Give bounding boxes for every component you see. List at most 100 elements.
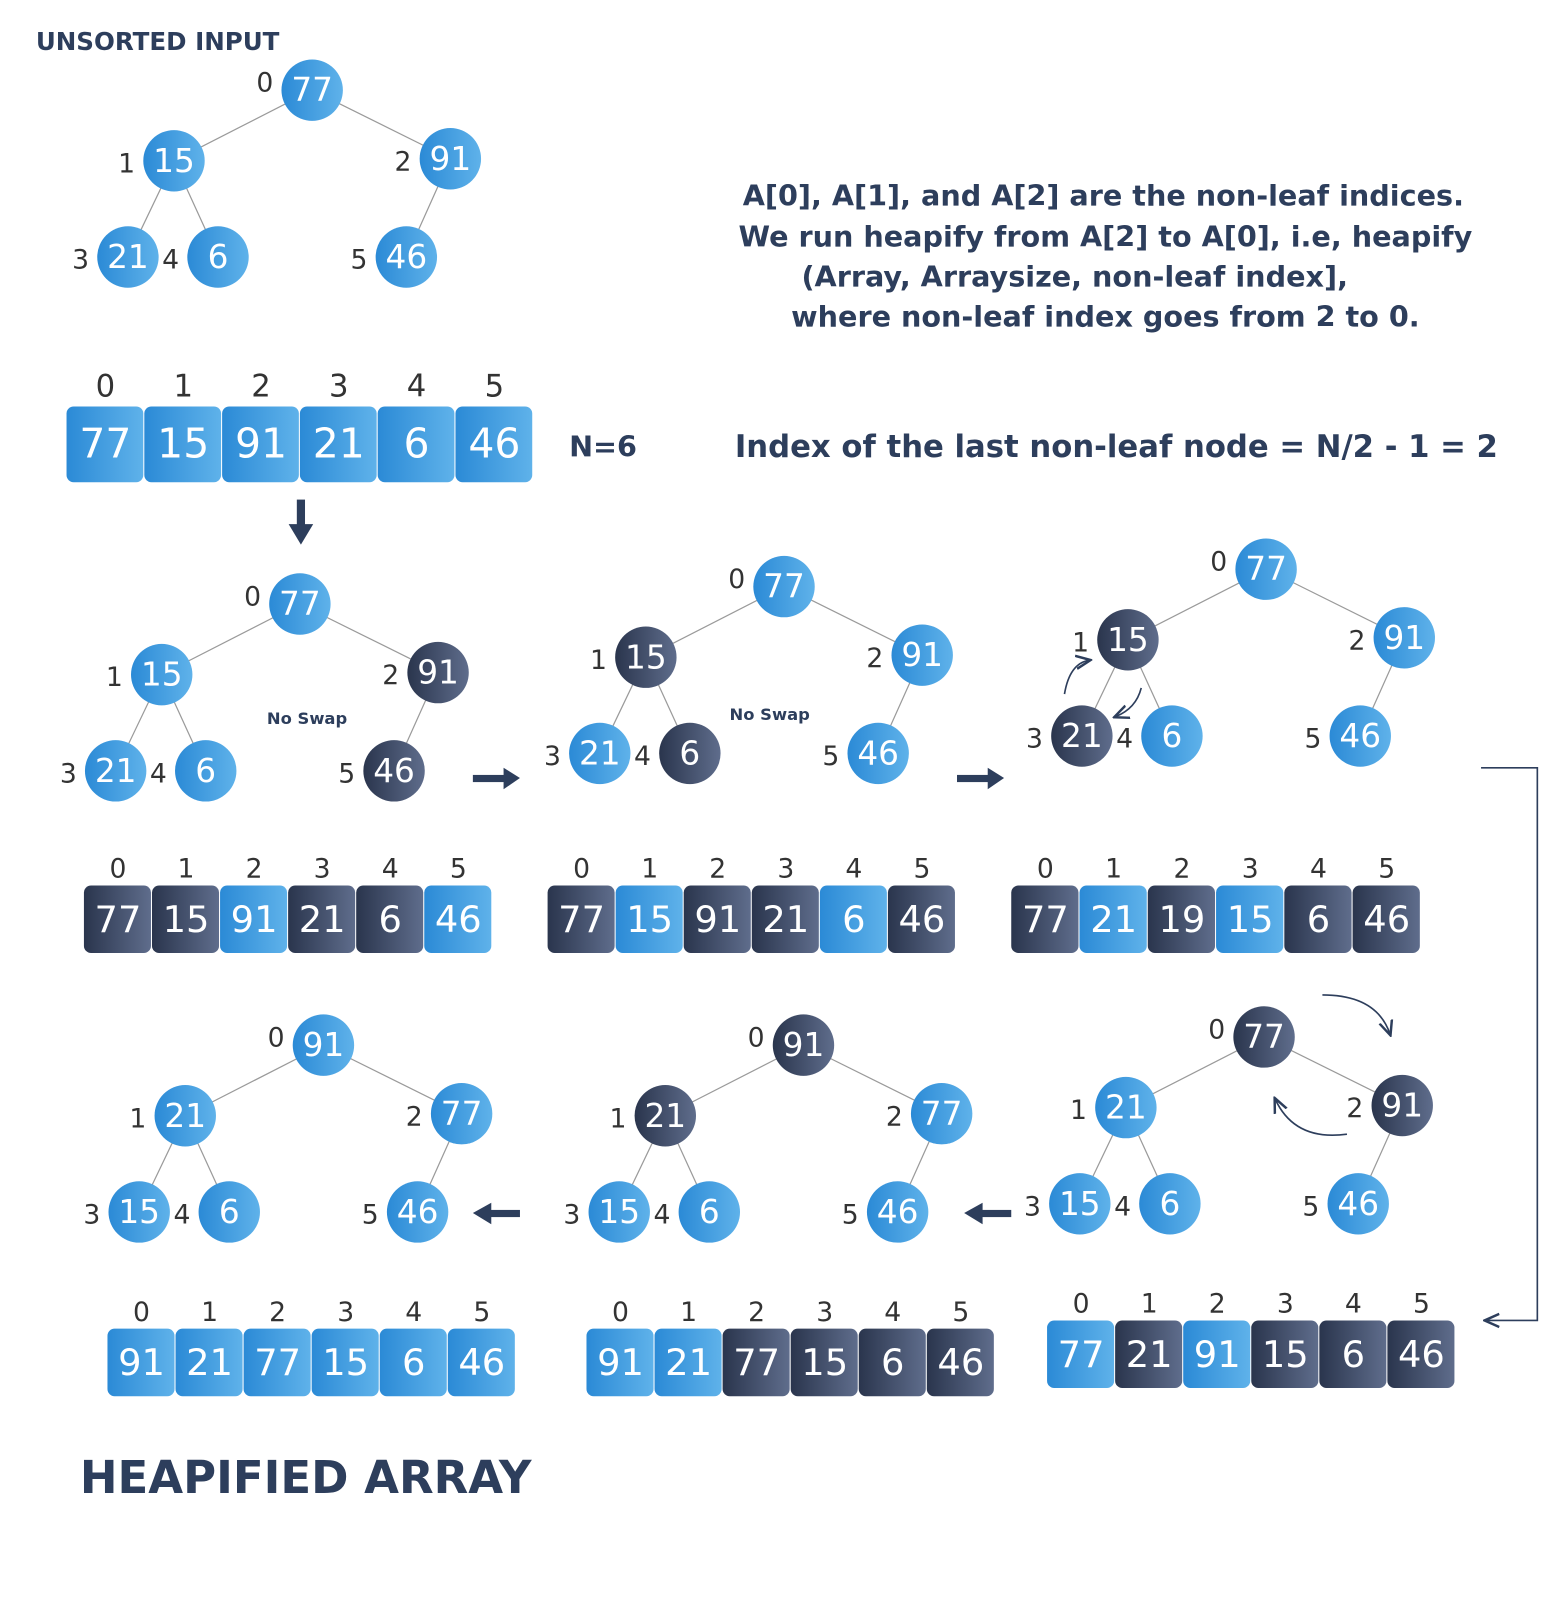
footer-title: HEAPIFIED ARRAY <box>80 1451 533 1504</box>
array-cell <box>722 1328 790 1397</box>
cell-value: 77 <box>558 898 605 941</box>
cell-index: 0 <box>612 1297 629 1328</box>
node-index: 5 <box>1304 724 1321 755</box>
node-index: 0 <box>748 1022 765 1053</box>
node-index: 3 <box>60 758 77 789</box>
cell-index: 5 <box>1413 1289 1430 1320</box>
cell-value: 77 <box>733 1341 780 1384</box>
cell-index: 0 <box>133 1297 150 1328</box>
array-cell <box>356 885 424 954</box>
array-cell <box>175 1328 243 1397</box>
node-index: 1 <box>590 645 607 676</box>
node-index: 5 <box>351 245 368 276</box>
node-index: 2 <box>1348 625 1365 656</box>
tree-node <box>588 1181 650 1243</box>
node-index: 2 <box>866 643 883 674</box>
tree-node <box>910 1083 973 1145</box>
array-cell <box>377 406 455 483</box>
cell-value: 6 <box>404 419 430 467</box>
cell-index: 4 <box>1310 854 1327 885</box>
cell-index: 1 <box>680 1297 697 1328</box>
tree-node <box>847 722 909 785</box>
node-value: 6 <box>208 238 229 276</box>
node-value: 91 <box>783 1026 825 1064</box>
array-cell <box>66 406 144 483</box>
tree-node <box>1371 1074 1433 1137</box>
tree-node <box>187 226 249 288</box>
node-index: 0 <box>256 68 273 99</box>
cell-value: 91 <box>694 898 741 941</box>
tree-node <box>866 1181 929 1243</box>
swap-arrow <box>1275 1099 1348 1136</box>
swap-arrow <box>1063 660 1089 695</box>
node-index: 4 <box>162 245 179 276</box>
node-value: 91 <box>901 636 943 674</box>
cell-index: 4 <box>845 854 862 885</box>
node-value: 77 <box>291 71 333 109</box>
node-value: 91 <box>1381 1087 1423 1125</box>
node-index: 5 <box>1302 1191 1319 1222</box>
cell-value: 46 <box>899 898 946 941</box>
tree-node <box>1049 1173 1111 1235</box>
tree-node <box>615 626 677 688</box>
cell-value: 15 <box>322 1341 369 1384</box>
node-value: 77 <box>279 585 321 623</box>
array-cell <box>1284 885 1352 954</box>
array-cell <box>222 406 299 483</box>
cell-index: 5 <box>1378 854 1395 885</box>
tree-node <box>659 722 721 785</box>
last-nonleaf-label: Index of the last non-leaf node = N/2 - … <box>735 430 1498 465</box>
node-value: 6 <box>195 752 216 790</box>
cell-value: 6 <box>379 898 402 941</box>
cell-value: 15 <box>1227 898 1274 941</box>
node-index: 4 <box>150 758 167 789</box>
tree-node <box>1141 705 1203 767</box>
swap-arrow <box>1322 994 1390 1034</box>
node-index: 2 <box>406 1101 423 1132</box>
cell-value: 6 <box>881 1341 904 1384</box>
node-index: 5 <box>842 1200 859 1231</box>
cell-index: 0 <box>573 854 590 885</box>
array-cell <box>447 1328 515 1397</box>
node-value: 91 <box>303 1026 345 1064</box>
node-value: 77 <box>441 1095 483 1133</box>
array-cell <box>151 885 220 954</box>
node-value: 77 <box>1245 550 1287 588</box>
caption: No Swap <box>730 705 810 724</box>
cell-index: 4 <box>407 370 427 405</box>
node-index: 0 <box>728 564 745 595</box>
swap-arrow <box>1116 687 1143 717</box>
array-cell <box>1079 885 1147 954</box>
tree-node <box>84 740 147 802</box>
cell-value: 6 <box>1342 1333 1365 1376</box>
array-cell <box>819 885 887 954</box>
node-index: 3 <box>83 1200 100 1231</box>
array-cell <box>790 1328 858 1397</box>
tree-node <box>375 226 438 288</box>
cell-index: 2 <box>1173 854 1190 885</box>
node-value: 15 <box>598 1193 640 1231</box>
cell-index: 3 <box>337 1297 354 1328</box>
cell-value: 21 <box>313 419 365 467</box>
node-index: 1 <box>106 662 123 693</box>
array-cell <box>379 1328 447 1397</box>
cell-index: 3 <box>314 854 331 885</box>
cell-index: 1 <box>201 1297 218 1328</box>
node-value: 6 <box>699 1193 720 1231</box>
cell-index: 3 <box>1277 1289 1294 1320</box>
array-cell <box>1011 885 1079 954</box>
node-index: 2 <box>395 146 412 177</box>
array-cell <box>1183 1320 1251 1389</box>
node-value: 46 <box>877 1193 919 1231</box>
node-index: 1 <box>118 148 135 179</box>
node-index: 3 <box>563 1200 580 1231</box>
array-cell <box>288 885 356 954</box>
array-cell <box>926 1328 994 1397</box>
array-cell <box>1387 1320 1455 1389</box>
node-index: 3 <box>544 741 561 772</box>
cell-value: 91 <box>235 419 287 467</box>
cell-value: 77 <box>79 419 131 467</box>
cell-value: 21 <box>299 898 346 941</box>
tree-node <box>569 722 631 785</box>
cell-value: 21 <box>762 898 809 941</box>
